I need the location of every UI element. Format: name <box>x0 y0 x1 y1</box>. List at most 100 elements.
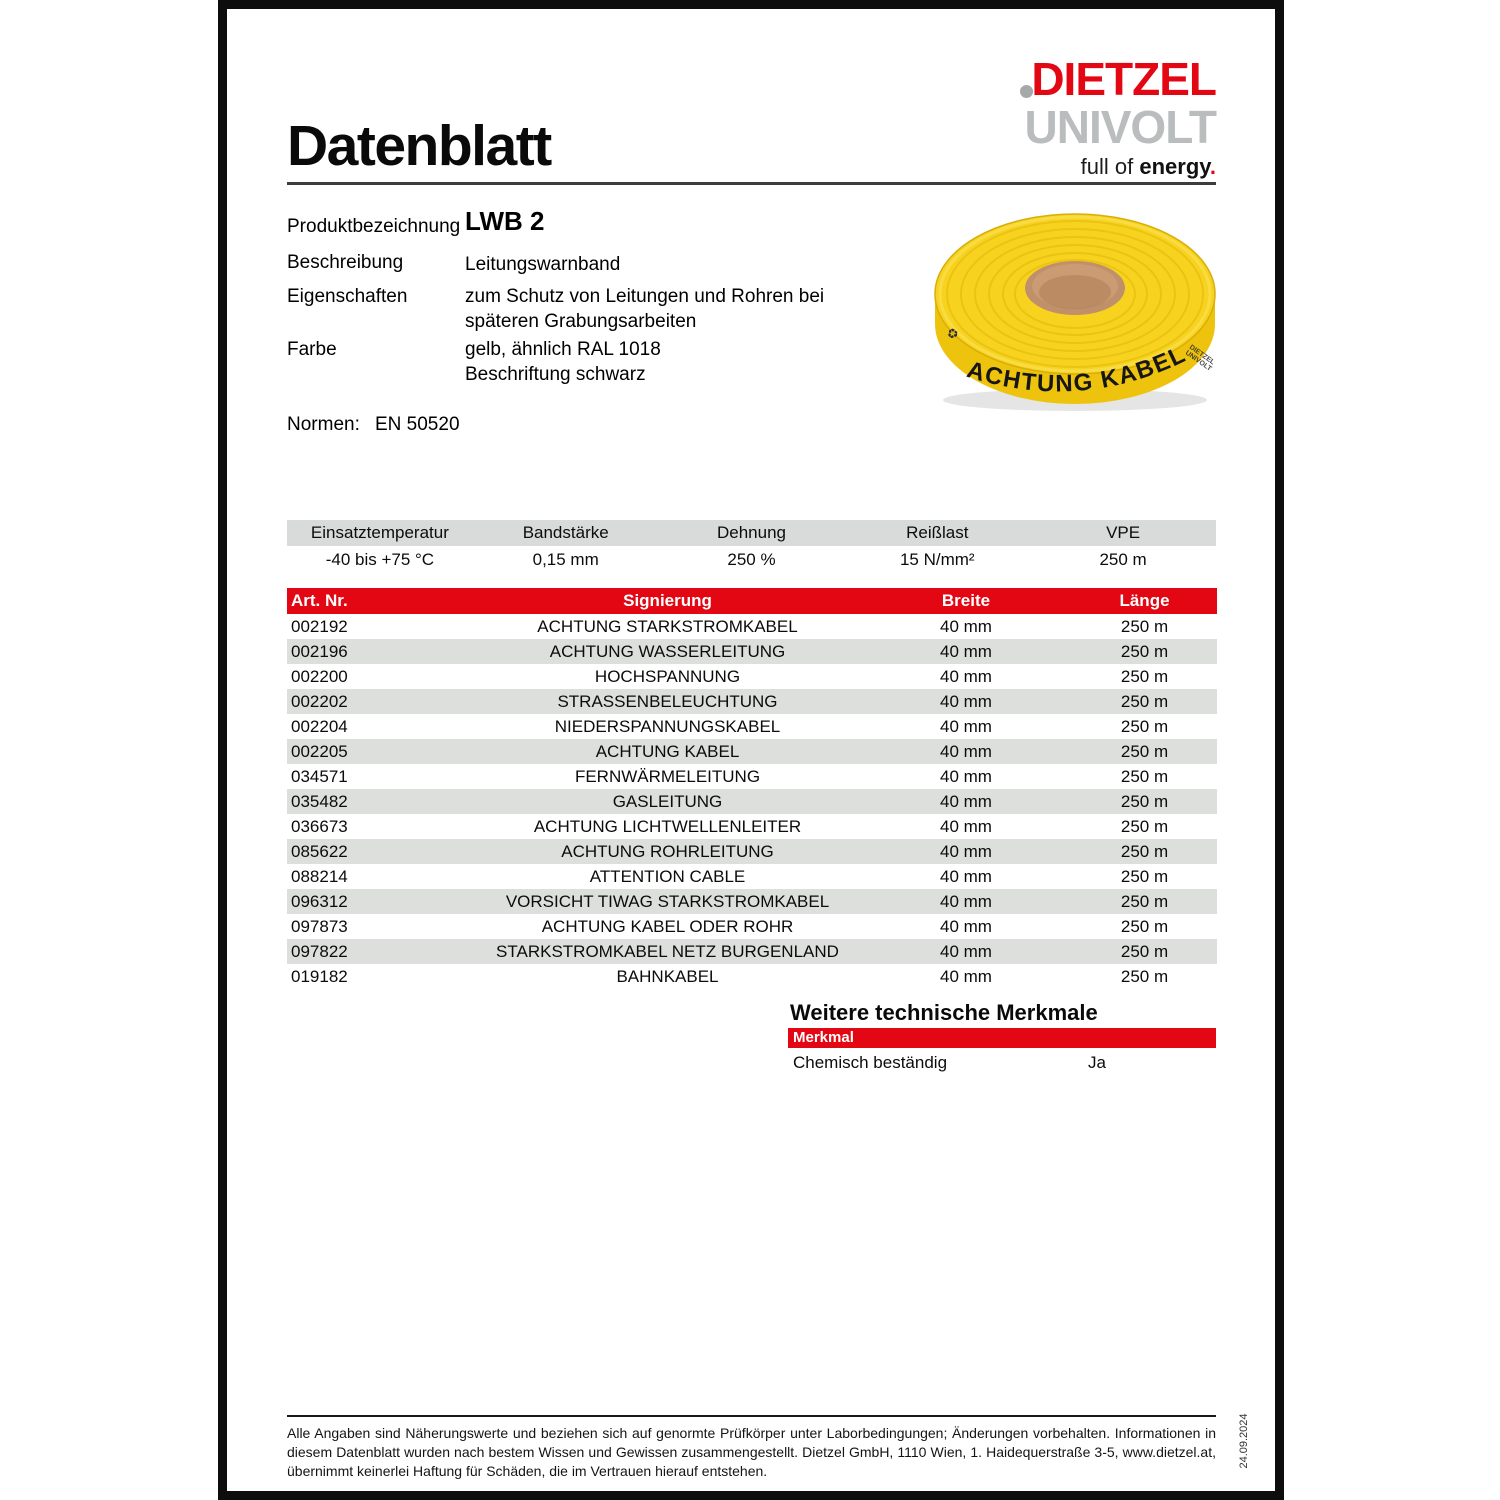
table-row: 036673 ACHTUNG LICHTWELLENLEITER 40 mm 250 … <box>287 814 1217 839</box>
specs-value-vpe: 250 m <box>1099 550 1147 569</box>
table-row: 097822 STARKSTROMKABEL NETZ BURGENLAND 40 … <box>287 939 1217 964</box>
table-cell-breite: 40 mm <box>940 667 992 686</box>
specs-header-bandstaerke: Bandstärke <box>522 523 609 542</box>
brand-logo-univolt: UNIVOLT <box>1024 101 1217 153</box>
table-row: 019182 BAHNKABEL 40 mm 250 m <box>287 964 1217 989</box>
table-cell-art: 002200 <box>291 667 348 686</box>
specs-header-dehnung: Dehnung <box>716 523 786 542</box>
merkmale-row: Chemisch beständig Ja <box>788 1051 1216 1075</box>
header-art-nr: Art. Nr. <box>291 591 348 610</box>
roll-rim <box>935 294 1215 404</box>
table-cell-breite: 40 mm <box>940 717 992 736</box>
table-cell-laenge: 250 m <box>1120 892 1169 911</box>
normen-label: Normen: <box>287 414 360 435</box>
specs-value-row: -40 bis +75 °C 0,15 mm 250 % 15 N/mm² 25… <box>287 546 1216 573</box>
header-breite: Breite <box>941 591 991 610</box>
table-cell-art: 088214 <box>291 867 348 886</box>
table-cell-sign: NIEDERSPANNUNGSKABEL <box>554 717 781 736</box>
table-cell-breite: 40 mm <box>940 642 992 661</box>
table-cell-laenge: 250 m <box>1120 717 1169 736</box>
table-cell-breite: 40 mm <box>940 867 992 886</box>
table-cell-breite: 40 mm <box>940 617 992 636</box>
logo-d-dot-icon <box>1020 85 1033 98</box>
header-signierung: Signierung <box>623 591 712 610</box>
table-cell-breite: 40 mm <box>940 792 992 811</box>
table-cell-laenge: 250 m <box>1120 667 1169 686</box>
merkmale-heading: Weitere technische Merkmale <box>790 1000 1098 1025</box>
table-cell-breite: 40 mm <box>940 967 992 986</box>
table-cell-sign: STRASSENBELEUCHTUNG <box>557 692 778 711</box>
sidebar-date: 24.09.2024 <box>1238 1413 1250 1469</box>
table-cell-laenge: 250 m <box>1120 967 1169 986</box>
table-cell-laenge: 250 m <box>1120 617 1169 636</box>
article-table-header: Art. Nr. Signierung Breite Länge <box>287 588 1217 614</box>
table-cell-breite: 40 mm <box>940 892 992 911</box>
specs-value-einsatztemperatur: -40 bis +75 °C <box>325 550 435 569</box>
field-value-eigenschaften: zum Schutz von Leitungen und Rohren bei … <box>465 286 825 332</box>
table-cell-laenge: 250 m <box>1120 742 1169 761</box>
table-cell-sign: GASLEITUNG <box>612 792 723 811</box>
table-row: 002196 ACHTUNG WASSERLEITUNG 40 mm 250 m <box>287 639 1217 664</box>
table-cell-breite: 40 mm <box>940 917 992 936</box>
table-row: 085622 ACHTUNG ROHRLEITUNG 40 mm 250 m <box>287 839 1217 864</box>
specs-value-bandstaerke: 0,15 mm <box>532 550 599 569</box>
title-divider <box>287 182 1216 185</box>
product-photo-tape-roll: ACHTUNG KABEL ♻ DIETZEL UNIVOLT <box>934 213 1216 411</box>
table-cell-breite: 40 mm <box>940 817 992 836</box>
table-cell-sign: STARKSTROMKABEL NETZ BURGENLAND <box>496 942 839 961</box>
table-cell-sign: ACHTUNG LICHTWELLENLEITER <box>533 817 802 836</box>
table-cell-sign: ACHTUNG KABEL <box>595 742 740 761</box>
specs-header-reisslast: Reißlast <box>906 523 969 542</box>
header-laenge: Länge <box>1119 591 1170 610</box>
table-cell-sign: VORSICHT TIWAG STARKSTROMKABEL <box>505 892 830 911</box>
table-cell-art: 097873 <box>291 917 348 936</box>
table-cell-breite: 40 mm <box>940 942 992 961</box>
brand-tagline: full of energy. <box>990 156 1216 178</box>
specs-header-einsatztemperatur: Einsatztemperatur <box>310 523 449 542</box>
table-cell-art: 035482 <box>291 792 348 811</box>
field-value-farbe: gelb, ähnlich RAL 1018 Beschriftung schw… <box>465 339 661 385</box>
table-cell-art: 002202 <box>291 692 348 711</box>
table-row: 002200 HOCHSPANNUNG 40 mm 250 m <box>287 664 1217 689</box>
recycle-icon: ♻ <box>945 325 961 343</box>
specs-value-reisslast: 15 N/mm² <box>899 550 975 569</box>
page-title: Datenblatt <box>287 114 552 178</box>
table-cell-art: 036673 <box>291 817 348 836</box>
merkmal-value: Ja <box>1088 1053 1106 1072</box>
field-label-farbe: Farbe <box>287 339 337 360</box>
table-cell-sign: ATTENTION CABLE <box>589 867 746 886</box>
table-cell-laenge: 250 m <box>1120 917 1169 936</box>
table-cell-art: 085622 <box>291 842 348 861</box>
field-label-produktbezeichnung: Produktbezeichnung <box>287 216 461 237</box>
table-cell-sign: BAHNKABEL <box>616 967 719 986</box>
table-cell-art: 096312 <box>291 892 348 911</box>
table-row: 002205 ACHTUNG KABEL 40 mm 250 m <box>287 739 1217 764</box>
table-cell-laenge: 250 m <box>1120 767 1169 786</box>
field-value-produktbezeichnung: LWB 2 <box>465 206 545 236</box>
brand-logo: DIETZEL UNIVOLT full of energy. <box>990 53 1217 178</box>
table-cell-sign: HOCHSPANNUNG <box>594 667 741 686</box>
table-cell-sign: ACHTUNG WASSERLEITUNG <box>549 642 786 661</box>
field-label-eigenschaften: Eigenschaften <box>287 286 408 307</box>
article-table: Art. Nr. Signierung Breite Länge 002192 A… <box>287 588 1217 989</box>
table-cell-art: 034571 <box>291 767 348 786</box>
table-cell-breite: 40 mm <box>940 842 992 861</box>
table-cell-laenge: 250 m <box>1120 692 1169 711</box>
tagline-dot: . <box>1209 154 1216 179</box>
table-cell-art: 002205 <box>291 742 348 761</box>
field-value-beschreibung: Leitungswarnband <box>465 254 621 275</box>
table-row: 034571 FERNWÄRMELEITUNG 40 mm 250 m <box>287 764 1217 789</box>
table-cell-sign: ACHTUNG ROHRLEITUNG <box>561 842 774 861</box>
brand-logo-dietzel: DIETZEL <box>1031 53 1217 105</box>
table-cell-laenge: 250 m <box>1120 942 1169 961</box>
field-label-beschreibung: Beschreibung <box>287 252 404 273</box>
table-cell-breite: 40 mm <box>940 742 992 761</box>
merkmale-column-header: Merkmal <box>788 1028 1216 1048</box>
normen-value: EN 50520 <box>375 414 460 435</box>
table-row: 002204 NIEDERSPANNUNGSKABEL 40 mm 250 m <box>287 714 1217 739</box>
table-cell-breite: 40 mm <box>940 767 992 786</box>
table-cell-laenge: 250 m <box>1120 867 1169 886</box>
table-cell-art: 019182 <box>291 967 348 986</box>
table-cell-sign: FERNWÄRMELEITUNG <box>574 767 761 786</box>
